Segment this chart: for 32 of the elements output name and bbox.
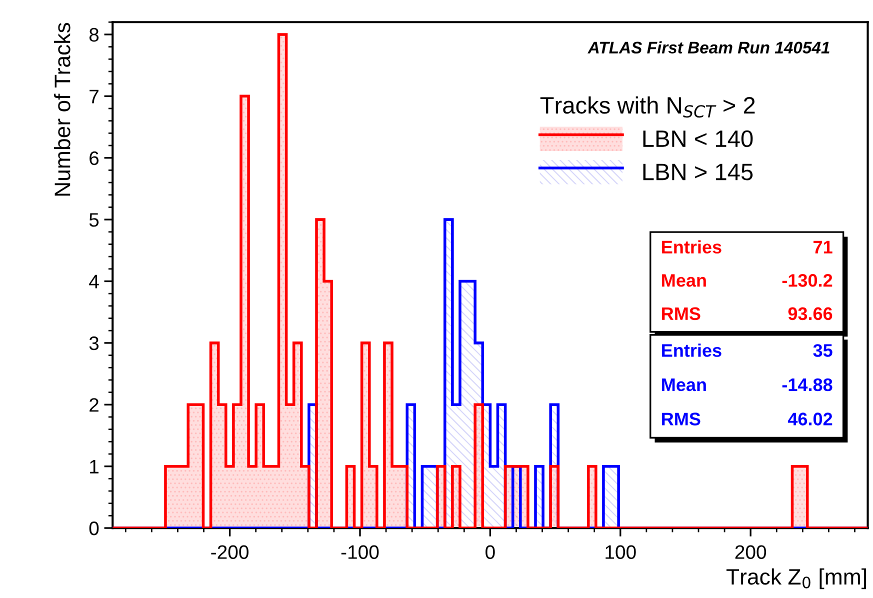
- x-tick-label: 0: [486, 545, 495, 559]
- legend-label: LBN < 140: [643, 130, 753, 148]
- y-tick-label: 1: [90, 460, 98, 474]
- y-tick-label: 8: [89, 28, 99, 42]
- annotation: 35: [813, 344, 832, 357]
- annotation: 71: [814, 240, 832, 254]
- y-tick-label: 5: [89, 213, 99, 227]
- annotation: Entries: [662, 240, 722, 254]
- legend-title: Tracks with N$_{SCT}$ > 2: [540, 96, 755, 118]
- y-tick-label: 4: [89, 274, 99, 288]
- annotation: Mean: [662, 274, 706, 287]
- x-tick-label: 200: [735, 545, 766, 559]
- annotation: 46.02: [788, 412, 832, 426]
- x-tick-label: -200: [211, 545, 248, 559]
- annotation: Mean: [662, 378, 706, 392]
- y-tick-label: 7: [90, 90, 98, 104]
- annotation: -14.88: [782, 378, 832, 392]
- legend-label: LBN > 145: [643, 164, 753, 180]
- y-tick-label: 0: [89, 522, 99, 536]
- annotation: 93.66: [788, 307, 832, 320]
- y-tick-label: 6: [90, 151, 99, 166]
- y-axis-title: Number of Tracks: [54, 22, 70, 196]
- y-tick-label: 2: [90, 398, 98, 412]
- annotation: ATLAS First Beam Run 140541: [588, 41, 830, 54]
- annotation: RMS: [662, 412, 700, 426]
- x-tick-label: -100: [341, 545, 379, 559]
- annotation: RMS: [662, 307, 700, 320]
- x-tick-label: 100: [606, 545, 636, 559]
- annotation: Entries: [662, 344, 722, 357]
- annotation: -130.2: [782, 274, 832, 287]
- y-tick-label: 3: [89, 336, 99, 350]
- x-axis-title: Track Z$_{0}$ [mm]: [726, 568, 866, 590]
